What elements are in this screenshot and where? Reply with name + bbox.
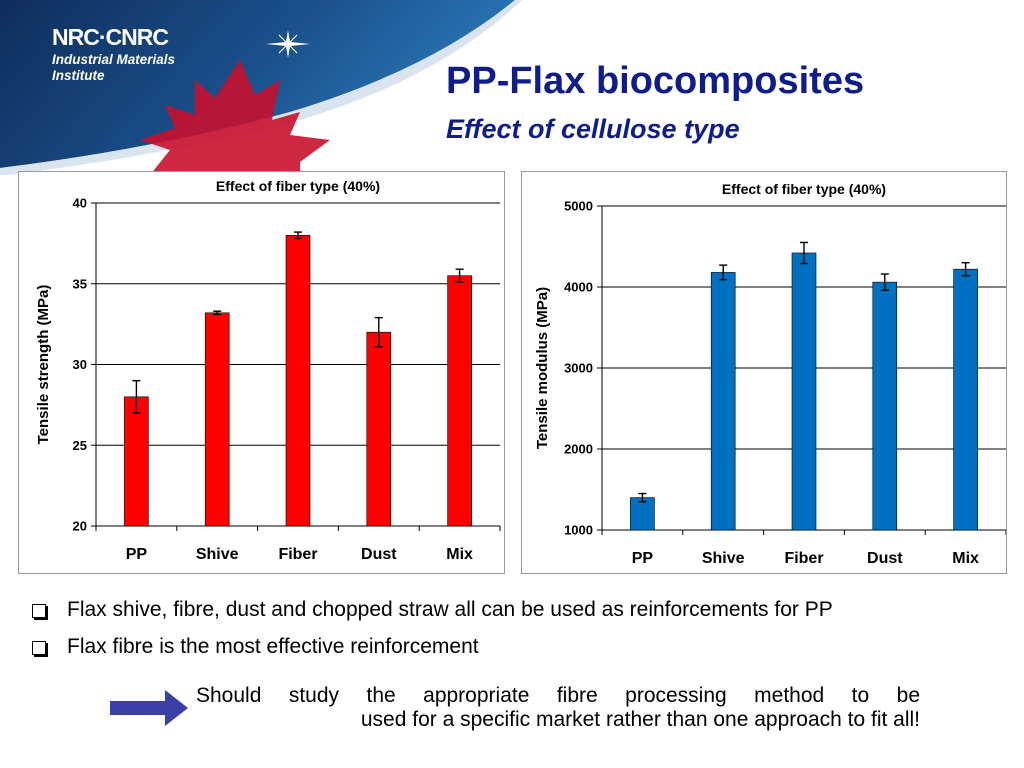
conclusion-note-line1: Should study the appropriate fibre proce…: [196, 684, 920, 707]
y-axis-label: Tensile modulus (MPa): [534, 287, 551, 449]
x-tick-label: Fiber: [278, 546, 317, 563]
conclusion-note: Should study the appropriate fibre proce…: [196, 684, 920, 732]
bullet-text: Flax shive, fibre, dust and chopped stra…: [67, 598, 833, 621]
y-tick-label: 35: [73, 276, 87, 291]
y-tick-label: 30: [73, 357, 87, 372]
y-tick-label: 40: [73, 196, 87, 211]
bullet-item: Flax fibre is the most effective reinfor…: [30, 635, 1020, 672]
right-arrow-icon: [110, 690, 188, 726]
tensile-strength-plot: Effect of fiber type (40%) 20 25 30 35 40 PP Sh…: [35, 178, 501, 563]
checkbox-bullet-icon: [32, 641, 46, 655]
bar: [447, 275, 472, 527]
bar: [204, 312, 230, 527]
bar: [791, 252, 817, 531]
x-tick-label: Fiber: [784, 550, 823, 567]
y-tick-label: 20: [73, 519, 87, 534]
checkbox-bullet-icon: [32, 604, 46, 618]
x-tick-label: PP: [126, 546, 148, 563]
chart-title: Effect of fiber type (40%): [216, 178, 380, 194]
chart-title: Effect of fiber type (40%): [722, 181, 886, 197]
y-axis-label: Tensile strength (MPa): [35, 285, 52, 445]
bar: [366, 331, 392, 527]
institute-name-line1: Industrial Materials: [52, 52, 176, 67]
tensile-strength-chart: Effect of fiber type (40%) 20 25 30 35 40 PP Sh…: [18, 171, 505, 574]
x-tick-label: Dust: [867, 550, 903, 567]
x-tick-label: Shive: [196, 546, 239, 563]
y-tick-label: 1000: [564, 523, 593, 538]
tensile-modulus-chart: Effect of fiber type (40%) 1000 2000 3000 40…: [521, 171, 1007, 574]
y-tick-label: 4000: [564, 280, 593, 295]
conclusion-note-line2: used for a specific market rather than o…: [360, 708, 920, 731]
institute-name-line2: Institute: [52, 68, 105, 83]
y-tick-label: 25: [73, 438, 87, 453]
nrc-logo: NRC·CNRC: [52, 24, 169, 50]
maple-leaf-shape: [140, 60, 330, 175]
slide-title: PP-Flax biocomposites: [446, 60, 865, 102]
y-tick-label: 5000: [564, 199, 593, 214]
sparkle-icon: [266, 30, 310, 58]
bar: [285, 234, 311, 527]
x-tick-label: PP: [632, 550, 654, 567]
header-banner: [0, 0, 522, 175]
bullet-list: Flax shive, fibre, dust and chopped stra…: [30, 598, 1020, 672]
slide-subtitle: Effect of cellulose type: [446, 114, 740, 144]
bar: [124, 396, 149, 527]
x-tick-label: Mix: [446, 546, 473, 563]
y-tick-label: 2000: [564, 442, 593, 457]
bullet-text: Flax fibre is the most effective reinfor…: [67, 635, 479, 658]
bar: [710, 272, 736, 531]
bullet-item: Flax shive, fibre, dust and chopped stra…: [30, 598, 1020, 635]
tensile-modulus-plot: Effect of fiber type (40%) 1000 2000 3000 40…: [534, 181, 1006, 567]
y-tick-label: 3000: [564, 361, 593, 376]
x-tick-label: Mix: [952, 550, 979, 567]
bar: [630, 497, 655, 531]
bar: [872, 281, 898, 531]
bar: [953, 268, 978, 531]
x-tick-label: Dust: [361, 546, 397, 563]
x-tick-label: Shive: [702, 550, 745, 567]
